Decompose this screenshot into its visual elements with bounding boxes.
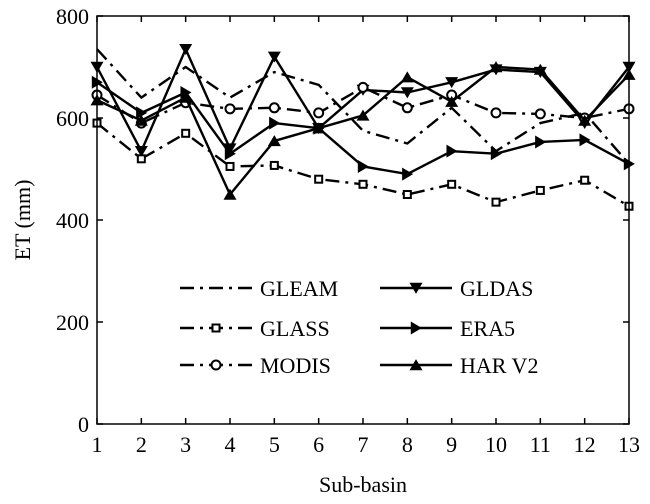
data-point [267,51,281,63]
y-tick-label: 600 [56,106,89,131]
data-point [580,175,590,185]
x-tick-label: 8 [402,432,413,457]
legend-item: MODIS [180,353,331,378]
legend-label: GLASS [260,316,330,341]
data-point [445,77,459,89]
data-point [400,87,414,99]
data-point [269,116,281,130]
data-point [225,161,235,171]
data-point [134,145,148,157]
data-point [446,144,458,158]
data-point [357,159,369,173]
data-point [579,133,591,147]
legend: GLEAM GLDAS GLASS ERA5 MODIS HAR V2 [180,276,538,378]
x-tick-label: 4 [225,432,236,457]
legend-item: GLDAS [380,276,533,301]
x-tick-label: 12 [574,432,596,457]
series-5 [90,61,636,200]
plot-frame [96,15,630,425]
data-point [356,109,370,121]
data-point [489,61,503,73]
data-point [491,197,501,207]
x-tick-label: 13 [618,432,640,457]
series-0 [96,48,630,165]
legend-label: GLDAS [460,276,533,301]
data-point [179,43,193,55]
x-tick-label: 9 [446,432,457,457]
data-point [134,114,148,126]
data-point [535,135,547,149]
series-line [95,47,630,153]
x-tick-label: 10 [485,432,507,457]
x-tick-label: 11 [530,432,551,457]
y-tick-label: 200 [56,310,89,335]
x-tick-label: 6 [313,432,324,457]
data-point [224,103,236,115]
data-point [402,190,412,199]
y-axis-label: ET (mm) [10,180,35,261]
series-line [96,48,630,165]
data-point [447,179,457,189]
data-point [314,174,324,184]
data-point [490,107,502,119]
data-point [136,106,148,120]
data-point [267,135,281,147]
data-point [223,143,237,155]
legend-item: GLASS [180,316,330,341]
x-tick-label: 2 [136,432,147,457]
data-point [402,167,414,181]
y-tick-label: 800 [56,4,89,29]
legend-marker [211,323,221,333]
data-point [400,71,414,83]
x-tick-label: 1 [92,432,103,457]
data-point [533,63,547,75]
legend-marker [409,359,423,371]
legend-label: MODIS [260,353,331,378]
data-point [534,108,546,120]
data-point [223,188,237,200]
x-tick-label: 7 [358,432,369,457]
legend-item: GLEAM [180,276,338,301]
legend-label: GLEAM [260,276,338,301]
data-point [224,147,236,161]
data-point [268,102,280,114]
x-tick-label: 5 [269,432,280,457]
data-point [269,160,279,170]
plot-area [90,43,636,211]
data-point [358,179,368,189]
legend-item: HAR V2 [380,353,538,378]
x-tick-label: 3 [180,432,191,457]
series-2 [92,118,634,211]
data-point [313,107,325,119]
series-line [96,81,630,176]
data-point [445,95,459,107]
data-point [179,91,193,103]
data-point [578,114,592,126]
data-point [535,185,545,195]
legend-item: ERA5 [380,316,515,341]
legend-marker [409,282,423,294]
legend-label: ERA5 [460,316,515,341]
data-point [181,128,191,138]
data-point [312,122,326,134]
data-point [401,102,413,114]
x-axis-label: Sub-basin [319,472,407,497]
data-point [490,147,502,161]
data-point [136,154,146,164]
data-point [357,81,369,93]
y-tick-label: 400 [56,208,89,233]
legend-label: HAR V2 [460,353,538,378]
y-tick-label: 0 [78,412,89,437]
legend-marker [410,321,422,335]
legend-marker [210,359,222,371]
